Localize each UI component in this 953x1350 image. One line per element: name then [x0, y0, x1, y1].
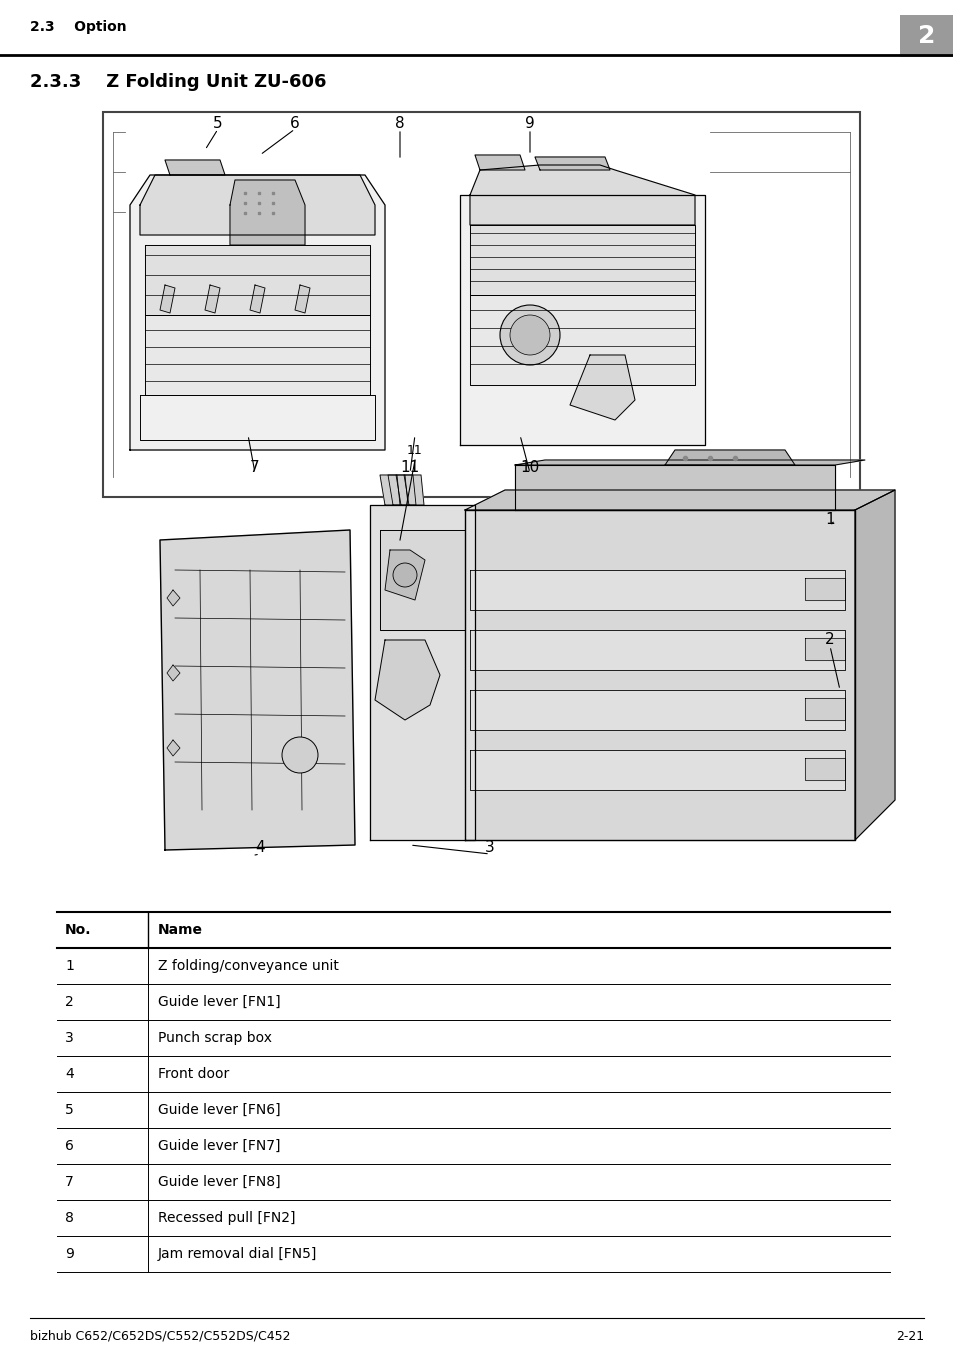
- Polygon shape: [379, 475, 399, 505]
- Polygon shape: [230, 180, 305, 244]
- Polygon shape: [804, 698, 844, 720]
- Text: 6: 6: [65, 1139, 73, 1153]
- Text: 7: 7: [65, 1174, 73, 1189]
- Polygon shape: [804, 639, 844, 660]
- Text: 1: 1: [65, 958, 73, 973]
- Polygon shape: [459, 194, 704, 446]
- Polygon shape: [515, 460, 864, 464]
- Text: Guide lever [FN6]: Guide lever [FN6]: [158, 1103, 280, 1116]
- Polygon shape: [370, 505, 475, 840]
- Polygon shape: [160, 285, 174, 313]
- Polygon shape: [470, 296, 695, 385]
- Bar: [103, 112, 859, 497]
- Text: Recessed pull [FN2]: Recessed pull [FN2]: [158, 1211, 295, 1224]
- Polygon shape: [167, 666, 180, 680]
- Polygon shape: [145, 315, 370, 396]
- Circle shape: [499, 305, 559, 365]
- Text: 11: 11: [400, 459, 419, 474]
- Text: 9: 9: [65, 1247, 73, 1261]
- Text: 3: 3: [485, 841, 495, 856]
- Polygon shape: [395, 475, 416, 505]
- Text: 7: 7: [250, 459, 259, 474]
- Polygon shape: [379, 531, 464, 630]
- Text: 5: 5: [213, 116, 223, 131]
- Polygon shape: [145, 244, 370, 315]
- Polygon shape: [388, 475, 408, 505]
- Circle shape: [393, 563, 416, 587]
- Text: 2: 2: [918, 24, 935, 49]
- Polygon shape: [160, 531, 355, 850]
- Text: Name: Name: [158, 923, 203, 937]
- Polygon shape: [205, 285, 220, 313]
- Text: Guide lever [FN8]: Guide lever [FN8]: [158, 1174, 280, 1189]
- Polygon shape: [535, 157, 609, 170]
- Text: Z folding/conveyance unit: Z folding/conveyance unit: [158, 958, 338, 973]
- Text: Front door: Front door: [158, 1066, 229, 1081]
- Polygon shape: [804, 757, 844, 780]
- Polygon shape: [294, 285, 310, 313]
- Bar: [899, 15, 953, 57]
- Polygon shape: [475, 155, 524, 170]
- Polygon shape: [854, 490, 894, 840]
- Polygon shape: [167, 740, 180, 756]
- Polygon shape: [464, 510, 854, 840]
- Text: 2: 2: [65, 995, 73, 1008]
- Polygon shape: [470, 751, 844, 790]
- Text: 2.3    Option: 2.3 Option: [30, 20, 127, 35]
- Text: 2-21: 2-21: [895, 1330, 923, 1342]
- Polygon shape: [385, 549, 424, 599]
- Polygon shape: [140, 396, 375, 440]
- Polygon shape: [165, 161, 225, 176]
- Text: Guide lever [FN1]: Guide lever [FN1]: [158, 995, 280, 1008]
- Text: 2: 2: [824, 633, 834, 648]
- Polygon shape: [464, 490, 894, 510]
- Polygon shape: [470, 630, 844, 670]
- Text: 6: 6: [290, 116, 299, 131]
- Text: 11: 11: [407, 444, 422, 456]
- Text: Punch scrap box: Punch scrap box: [158, 1031, 272, 1045]
- Text: 4: 4: [65, 1066, 73, 1081]
- Polygon shape: [140, 176, 375, 235]
- Polygon shape: [804, 578, 844, 599]
- Polygon shape: [403, 475, 423, 505]
- Text: No.: No.: [65, 923, 91, 937]
- Polygon shape: [664, 450, 794, 464]
- Circle shape: [282, 737, 317, 774]
- Polygon shape: [250, 285, 265, 313]
- Polygon shape: [470, 225, 695, 296]
- Text: bizhub C652/C652DS/C552/C552DS/C452: bizhub C652/C652DS/C552/C552DS/C452: [30, 1330, 291, 1342]
- Polygon shape: [375, 640, 439, 720]
- Text: Guide lever [FN7]: Guide lever [FN7]: [158, 1139, 280, 1153]
- Polygon shape: [470, 165, 695, 225]
- Polygon shape: [167, 590, 180, 606]
- Text: 8: 8: [65, 1211, 73, 1224]
- Text: 8: 8: [395, 116, 404, 131]
- Text: 2.3.3    Z Folding Unit ZU-606: 2.3.3 Z Folding Unit ZU-606: [30, 73, 326, 90]
- Polygon shape: [515, 464, 834, 510]
- Circle shape: [510, 315, 550, 355]
- Text: 9: 9: [524, 116, 535, 131]
- Polygon shape: [130, 176, 385, 450]
- Text: 4: 4: [254, 841, 265, 856]
- Text: 3: 3: [65, 1031, 73, 1045]
- Text: 10: 10: [519, 459, 539, 474]
- Polygon shape: [470, 690, 844, 730]
- Text: 1: 1: [824, 513, 834, 528]
- Polygon shape: [569, 355, 635, 420]
- Text: 5: 5: [65, 1103, 73, 1116]
- Text: Jam removal dial [FN5]: Jam removal dial [FN5]: [158, 1247, 317, 1261]
- Polygon shape: [470, 570, 844, 610]
